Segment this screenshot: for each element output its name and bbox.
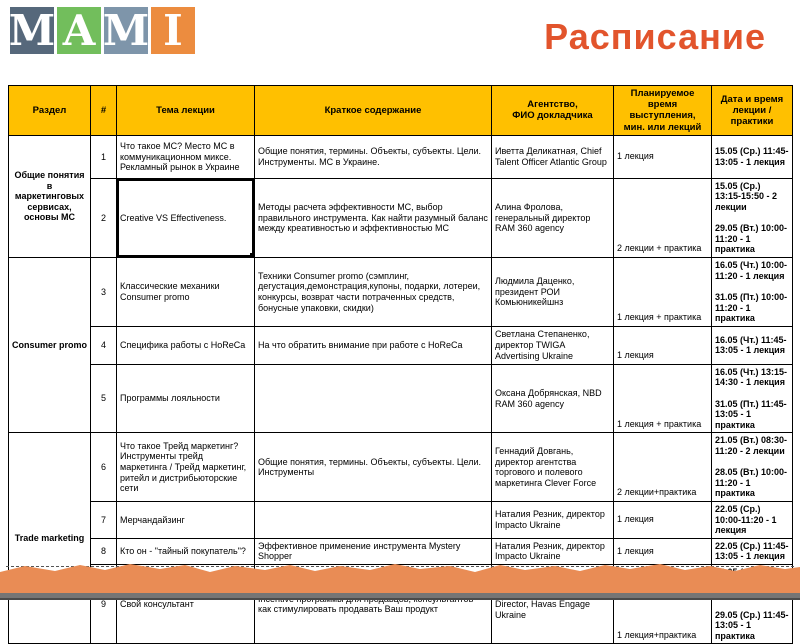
cell-datetime: 15.05 (Ср.) 11:45-13:05 - 1 лекция (711, 134, 793, 179)
table-row: Общие понятия в маркетинговых сервисах, … (8, 134, 793, 259)
cell-summary: Методы расчета эффективности МС, выбор п… (254, 177, 492, 259)
col-header-speaker: Агентство, ФИО докладчика (491, 85, 614, 136)
section-label: Trade marketing (8, 432, 91, 644)
cell-number: 1 (90, 134, 117, 179)
cell-datetime: 16.05 (Чт.) 10:00-11:20 - 1 лекция 31.05… (711, 257, 793, 327)
cell-speaker: Геннадий Довгань, директор агентства тор… (491, 432, 614, 503)
cell-number: 4 (90, 325, 117, 365)
cell-summary: Общие понятия, термины. Объекты, субъект… (254, 134, 492, 179)
cell-topic: Что такое МС? Место МС в коммуникационно… (116, 134, 255, 179)
cell-datetime: 22.05 (Ср.) 10:00-11:20 - 1 лекция (711, 501, 793, 539)
cell-summary: Общие понятия, термины. Объекты, субъект… (254, 432, 492, 503)
table-row: 2 Creative VS Effectiveness. Методы расч… (9, 177, 793, 259)
cell-topic: Классические механики Consumer promo (116, 257, 255, 327)
cell-summary: Техники Consumer promo (сэмплинг, дегуст… (254, 257, 492, 327)
col-header-number: # (90, 85, 117, 136)
cell-planned: 1 лекция (613, 325, 712, 365)
cell-topic-selected: Creative VS Effectiveness. (116, 177, 255, 259)
cell-number: 6 (90, 432, 117, 503)
header-row: Раздел # Тема лекции Краткое содержание … (8, 85, 793, 136)
table-row: 4 Специфика работы с HoReCa На что обрат… (9, 325, 793, 365)
cell-number: 2 (90, 177, 117, 259)
cell-planned: 2 лекции+практика (613, 432, 712, 503)
section-label: Общие понятия в маркетинговых сервисах, … (8, 134, 91, 259)
table-row: 8 Кто он - "тайный покупатель"? Эффектив… (9, 537, 793, 566)
table-row: 5 Программы лояльности Оксана Добрянская… (9, 363, 793, 434)
torn-edge-shape (0, 564, 800, 600)
cell-summary (254, 501, 492, 539)
cell-summary: На что обратить внимание при работе с Ho… (254, 325, 492, 365)
table-row: Consumer promo 3 Классические механики C… (8, 257, 793, 434)
cell-planned: 1 лекция (613, 537, 712, 566)
cell-speaker: Наталия Резник, директор Impacto Ukraine (491, 501, 614, 539)
cell-planned: 2 лекции + практика (613, 177, 712, 259)
table-row: Trade marketing 6 Что такое Трейд маркет… (8, 432, 793, 644)
mami-logo: M A M I (8, 5, 198, 55)
cell-speaker: Алина Фролова, генеральный директор RAM … (491, 177, 614, 259)
table-row: 7 Мерчандайзинг Наталия Резник, директор… (9, 501, 793, 539)
cell-number: 3 (90, 257, 117, 327)
cell-topic: Кто он - "тайный покупатель"? (116, 537, 255, 566)
cell-datetime: 22.05 (Ср.) 11:45-13:05 - 1 лекция (711, 537, 793, 566)
schedule-table: Раздел # Тема лекции Краткое содержание … (8, 85, 793, 644)
col-header-section: Раздел (8, 85, 91, 136)
col-header-datetime: Дата и время лекции / практики (711, 85, 793, 136)
cell-speaker: Светлана Степаненко, директор TWIGA Adve… (491, 325, 614, 365)
col-header-summary: Краткое содержание (254, 85, 492, 136)
logo-block-0: M (8, 5, 56, 55)
logo-block-2: M (102, 5, 150, 55)
cell-speaker: Иветта Деликатная, Chief Talent Officer … (491, 134, 614, 179)
cell-topic: Программы лояльности (116, 363, 255, 434)
torn-paper-edge (0, 564, 800, 600)
cell-topic: Что такое Трейд маркетинг? Инструменты т… (116, 432, 255, 503)
logo-block-1: A (57, 7, 101, 54)
cell-number: 5 (90, 363, 117, 434)
torn-bottom-strip (0, 593, 800, 600)
cell-datetime: 16.05 (Чт.) 11:45-13:05 - 1 лекция (711, 325, 793, 365)
page-title: Расписание (544, 16, 766, 57)
cell-datetime: 16.05 (Чт.) 13:15-14:30 - 1 лекция 31.05… (711, 363, 793, 434)
section-label: Consumer promo (8, 257, 91, 434)
col-header-planned: Планируемое время выступления, мин. или … (613, 85, 712, 136)
cell-datetime: 15.05 (Ср.) 13:15-15:50 - 2 лекции 29.05… (711, 177, 793, 259)
col-header-topic: Тема лекции (116, 85, 255, 136)
cell-planned: 1 лекция + практика (613, 363, 712, 434)
cell-number: 7 (90, 501, 117, 539)
cell-planned: 1 лекция (613, 134, 712, 179)
cell-summary (254, 363, 492, 434)
cell-datetime: 21.05 (Вт.) 08:30-11:20 - 2 лекции 28.05… (711, 432, 793, 503)
cell-topic: Специфика работы с HoReCa (116, 325, 255, 365)
torn-bottom-line (0, 598, 800, 600)
cell-planned: 1 лекция (613, 501, 712, 539)
cell-planned: 1 лекция + практика (613, 257, 712, 327)
logo-block-3: I (151, 7, 195, 54)
cell-speaker: Наталия Резник, директор Impacto Ukraine (491, 537, 614, 566)
cell-topic: Мерчандайзинг (116, 501, 255, 539)
cell-speaker: Оксана Добрянская, NBD RAM 360 agency (491, 363, 614, 434)
cell-speaker: Людмила Даценко, президент РОИ Комьюнике… (491, 257, 614, 327)
